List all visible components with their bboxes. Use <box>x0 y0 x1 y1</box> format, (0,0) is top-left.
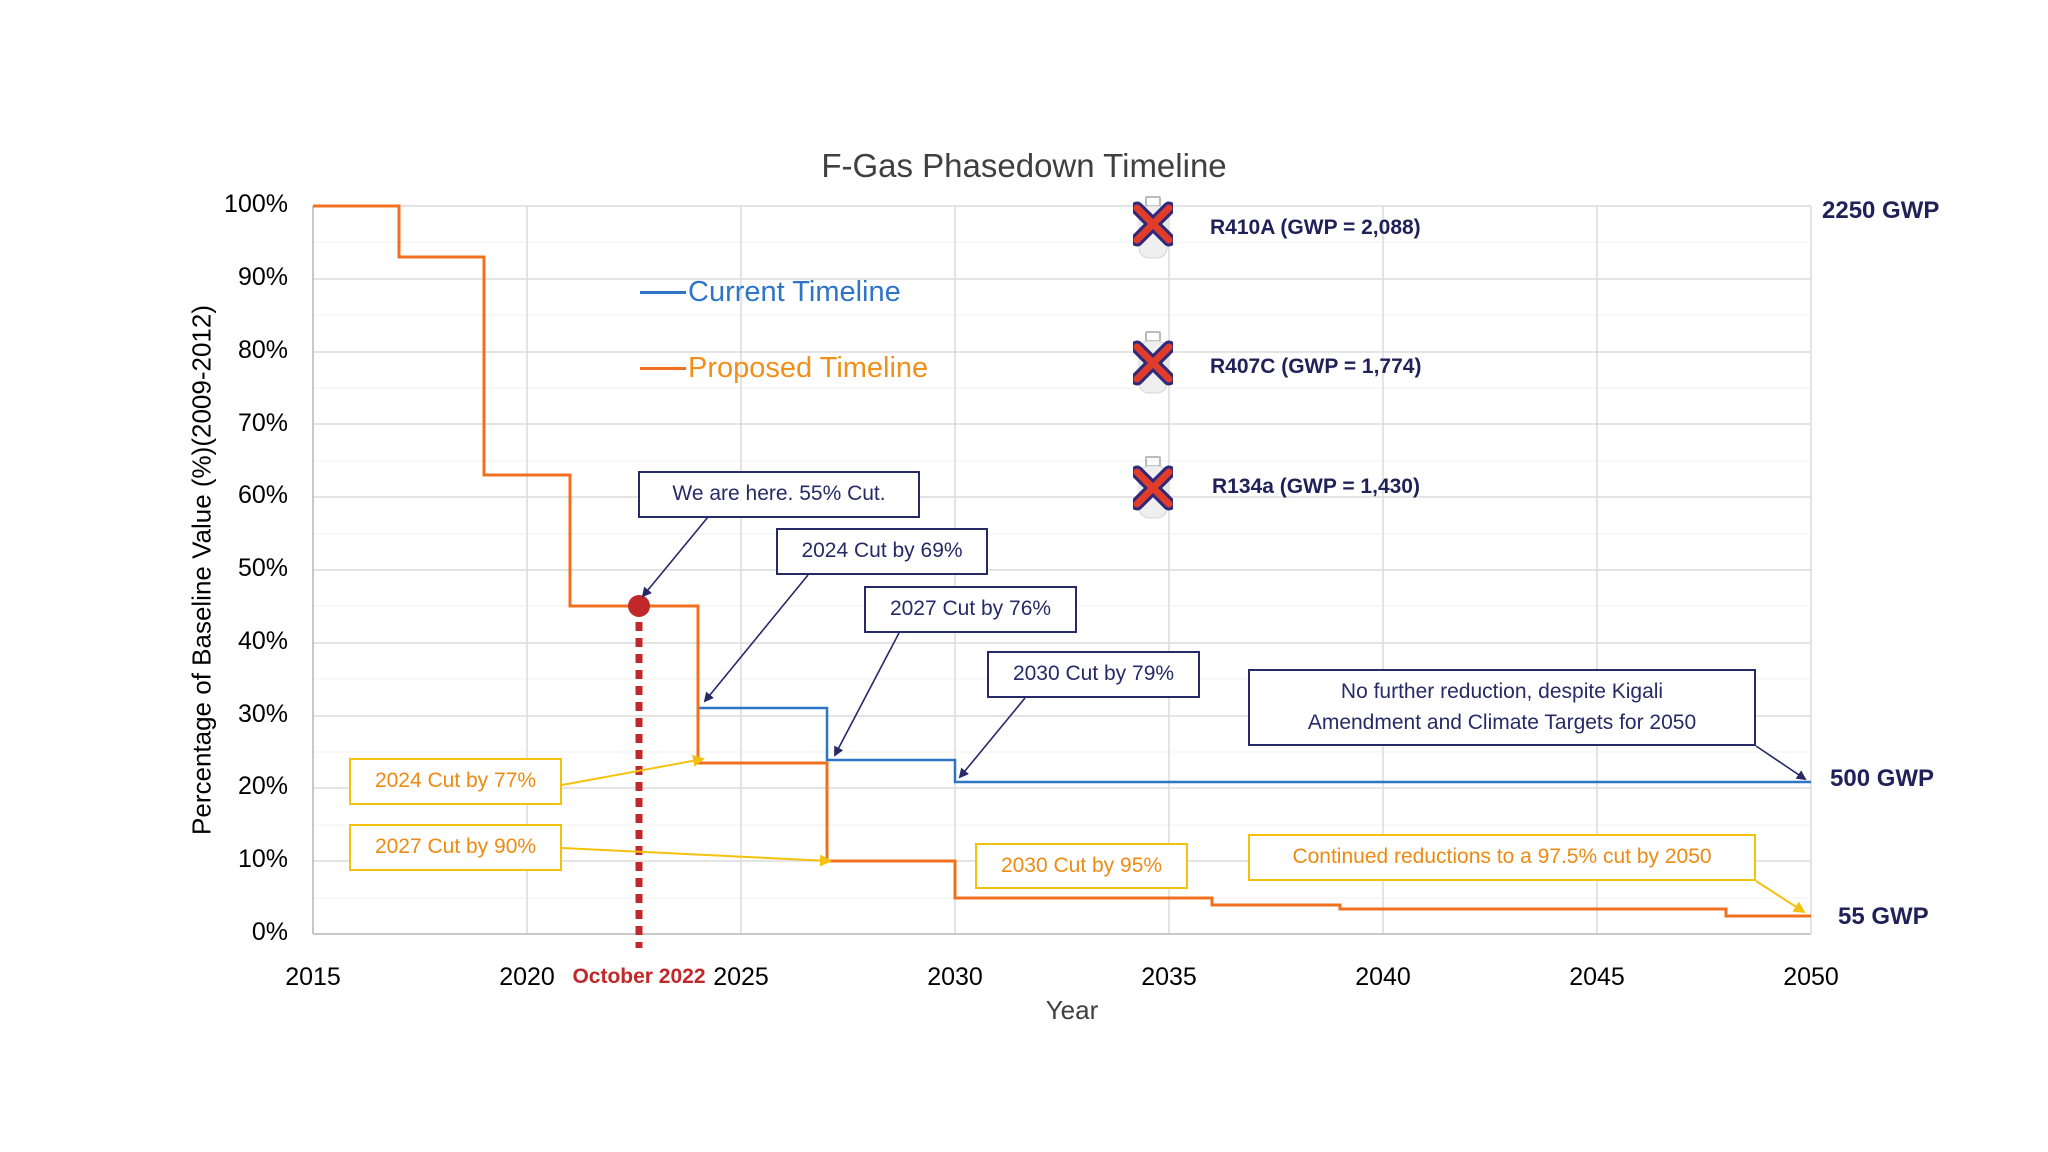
legend-label: Proposed Timeline <box>688 352 929 384</box>
callout-proposed-2027: 2027 Cut by 90% <box>349 824 562 871</box>
x-tick: 2030 <box>927 963 983 991</box>
x-tick: 2035 <box>1141 963 1197 991</box>
y-tick: 10% <box>237 845 288 873</box>
chart-title: F-Gas Phasedown Timeline <box>821 147 1227 184</box>
refrigerant-label-r407c: R407C (GWP = 1,774) <box>1210 355 1422 378</box>
banned-gas-cylinder-icon <box>1130 456 1176 527</box>
refrigerant-label-r410a: R410A (GWP = 2,088) <box>1210 216 1421 239</box>
legend-proposed-timeline: Proposed Timeline <box>640 352 928 385</box>
axes <box>312 206 1811 935</box>
legend-label: Current Timeline <box>688 276 901 308</box>
gwp-label-current-end: 500 GWP <box>1830 765 1935 792</box>
y-tick: 50% <box>237 554 288 582</box>
proposed-timeline-series <box>313 204 1811 918</box>
banned-gas-cylinder-icon <box>1130 196 1176 267</box>
current-timeline-series <box>698 706 1811 784</box>
callout-current-2024: 2024 Cut by 69% <box>776 528 988 575</box>
x-tick: 2045 <box>1569 963 1625 991</box>
y-tick: 20% <box>237 772 288 800</box>
october-2022-label: October 2022 <box>572 965 706 988</box>
y-tick: 70% <box>237 409 288 437</box>
refrigerant-label-r134a: R134a (GWP = 1,430) <box>1212 475 1420 498</box>
callout-current-2027: 2027 Cut by 76% <box>864 586 1077 633</box>
y-tick: 30% <box>237 700 288 728</box>
y-tick: 60% <box>237 481 288 509</box>
current-position-dot <box>628 595 650 617</box>
callout-we-are-here: We are here. 55% Cut. <box>638 471 920 518</box>
y-tick: 80% <box>237 336 288 364</box>
gwp-label-proposed-end: 55 GWP <box>1838 903 1929 930</box>
x-tick: 2020 <box>499 963 555 991</box>
y-tick: 0% <box>251 918 288 946</box>
y-tick: 40% <box>237 627 288 655</box>
y-tick: 90% <box>237 263 288 291</box>
legend-swatch-proposed <box>640 367 686 370</box>
x-axis-label: Year <box>1045 995 1099 1025</box>
x-tick: 2025 <box>713 963 769 991</box>
y-tick: 100% <box>224 190 288 218</box>
callout-proposed-2030: 2030 Cut by 95% <box>975 843 1188 889</box>
x-tick: 2050 <box>1783 963 1839 991</box>
legend-swatch-current <box>640 291 686 294</box>
major-gridlines <box>313 205 1812 934</box>
callout-current-2030: 2030 Cut by 79% <box>987 651 1200 698</box>
callout-proposed-2024: 2024 Cut by 77% <box>349 758 562 805</box>
x-tick: 2015 <box>285 963 341 991</box>
legend-current-timeline: Current Timeline <box>640 276 901 309</box>
callout-current-no-further-reduction: No further reduction, despite Kigali Ame… <box>1248 669 1756 746</box>
gwp-label-top: 2250 GWP <box>1822 197 1940 224</box>
callout-proposed-continued-reductions: Continued reductions to a 97.5% cut by 2… <box>1248 834 1756 881</box>
banned-gas-cylinder-icon <box>1130 331 1176 402</box>
x-tick: 2040 <box>1355 963 1411 991</box>
